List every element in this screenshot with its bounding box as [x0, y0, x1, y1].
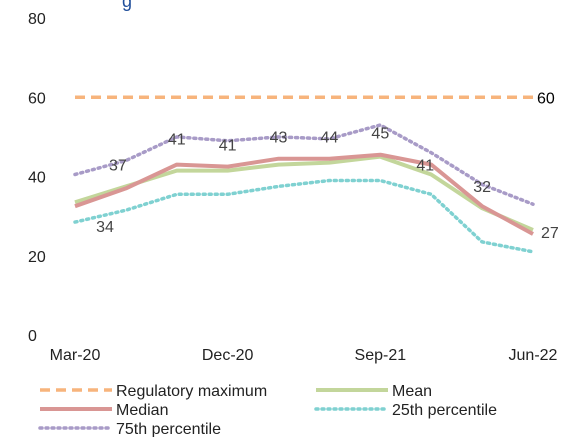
x-axis: Mar-20 Dec-20 Sep-21 Jun-22 — [50, 347, 558, 364]
legend-item: Regulatory maximum — [40, 383, 267, 400]
legend: Regulatory maximum Mean Median 25th percent… — [38, 383, 497, 437]
x-tick-label: Dec-20 — [202, 347, 254, 364]
y-tick-label: 80 — [28, 11, 46, 28]
x-tick-label: Mar-20 — [50, 347, 101, 364]
legend-item: 75th percentile — [38, 421, 221, 437]
data-label: 37 — [109, 157, 127, 174]
y-tick-label: 0 — [28, 328, 37, 345]
series-line-25th-percentile — [73, 178, 535, 254]
data-label: 44 — [321, 130, 339, 147]
data-label: 41 — [219, 138, 237, 155]
y-tick-label: 20 — [28, 249, 46, 266]
plot-area — [73, 95, 535, 254]
legend-label: Regulatory maximum — [116, 383, 267, 400]
legend-label: 25th percentile — [392, 402, 497, 419]
data-label: 34 — [96, 219, 114, 236]
series-line-75th-percentile — [73, 123, 535, 206]
data-label: 45 — [371, 126, 389, 143]
legend-item: 25th percentile — [314, 402, 497, 419]
legend-label: Mean — [392, 383, 432, 400]
y-axis: 0 20 40 60 80 — [28, 11, 46, 345]
x-tick-label: Jun-22 — [509, 347, 558, 364]
data-label: 41 — [416, 158, 434, 175]
y-tick-label: 40 — [28, 170, 46, 187]
data-label: 41 — [168, 132, 186, 149]
data-labels: 60 34 37 41 41 43 44 45 41 32 27 — [96, 90, 559, 242]
legend-label: Median — [116, 402, 168, 419]
data-label: 27 — [541, 225, 559, 242]
data-label: 32 — [473, 179, 491, 196]
legend-item: Mean — [316, 383, 432, 400]
legend-item: Median — [40, 402, 168, 419]
legend-label: 75th percentile — [116, 421, 221, 437]
chart-title-fragment: g — [122, 0, 132, 11]
data-label: 43 — [270, 130, 288, 147]
y-tick-label: 60 — [28, 90, 46, 107]
series-line-median — [74, 152, 534, 236]
x-tick-label: Sep-21 — [355, 347, 407, 364]
data-label: 60 — [537, 90, 555, 107]
